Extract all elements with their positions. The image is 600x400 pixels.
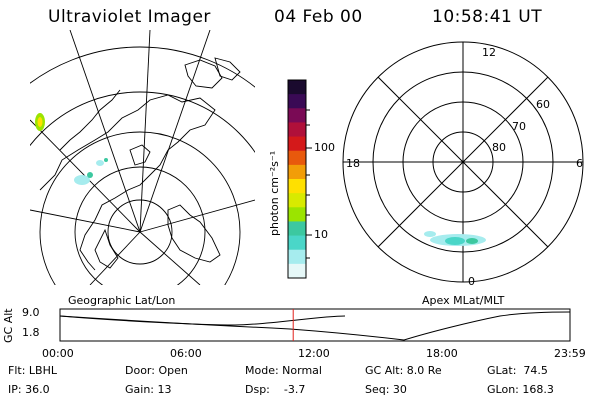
colorbar-band <box>288 221 306 237</box>
colorbar-band <box>288 136 306 152</box>
glat-readout: GLat: 74.5 <box>487 364 548 377</box>
colorbar-band <box>288 179 306 194</box>
timeline-xtick: 00:00 <box>42 347 74 360</box>
time-label: 10:58:41 UT <box>432 7 543 27</box>
timeline-xtick: 18:00 <box>426 347 458 360</box>
mlat-label-80: 80 <box>492 141 506 154</box>
colorbar-band <box>288 164 306 180</box>
colorbar-band <box>288 249 306 265</box>
left-panel-label: Geographic Lat/Lon <box>68 294 176 307</box>
aurora-band <box>424 231 436 237</box>
colorbar-band <box>288 150 306 166</box>
door-readout: Door: Open <box>125 364 188 377</box>
colorbar-band <box>288 80 306 95</box>
colorbar-band <box>288 122 306 138</box>
mlat-label-70: 70 <box>512 120 526 133</box>
right-panel-label: Apex MLat/MLT <box>422 294 505 307</box>
colorbar-band <box>288 207 306 222</box>
colorbar-tick-100: 100 <box>314 141 335 154</box>
mlt-label-6: 6 <box>576 157 583 170</box>
timeline-xtick: 06:00 <box>170 347 202 360</box>
aurora-band <box>445 237 465 245</box>
mlat-label-60: 60 <box>536 98 550 111</box>
colorbar-band <box>288 263 306 279</box>
glon-readout: GLon: 168.3 <box>487 383 554 396</box>
colorbar-band <box>288 94 306 109</box>
dsp-readout: Dsp: -3.7 <box>245 383 306 396</box>
mode-readout: Mode: Normal <box>245 364 322 377</box>
filter-readout: Flt: LBHL <box>8 364 57 377</box>
aurora-spot <box>87 172 93 178</box>
timeline-ylabel: GC Alt <box>2 308 15 343</box>
aurora-band <box>466 238 478 244</box>
timeline-ytick-high: 9.0 <box>22 306 40 319</box>
aurora-spot <box>104 158 108 162</box>
colorbar-band <box>288 235 306 251</box>
aurora-spot <box>74 175 90 185</box>
mlt-label-18: 18 <box>346 157 360 170</box>
colorbar-band <box>288 193 306 208</box>
gcalt-readout: GC Alt: 8.0 Re <box>365 364 442 377</box>
mlt-label-12: 12 <box>482 46 496 59</box>
instrument-title: Ultraviolet Imager <box>48 7 211 27</box>
timeline-xtick: 12:00 <box>298 347 330 360</box>
date-label: 04 Feb 00 <box>274 7 363 27</box>
mlt-label-0: 0 <box>468 275 475 288</box>
aurora-spot <box>37 117 43 127</box>
aurora-spot <box>96 160 104 166</box>
seq-readout: Seq: 30 <box>365 383 407 396</box>
ip-readout: IP: 36.0 <box>8 383 50 396</box>
colorbar-tick-10: 10 <box>314 228 328 241</box>
timeline-xtick: 23:59 <box>554 347 586 360</box>
gain-readout: Gain: 13 <box>125 383 172 396</box>
timeline-ytick-low: 1.8 <box>22 326 40 339</box>
colorbar-band <box>288 108 306 123</box>
